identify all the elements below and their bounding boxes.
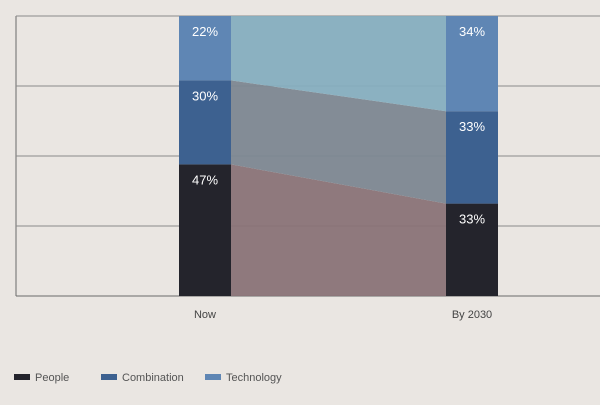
bars [179, 16, 498, 296]
value-label: 30% [192, 88, 218, 103]
legend-swatch-people [14, 374, 30, 380]
bar-segment-technology [179, 16, 231, 81]
legend: People Combination Technology [14, 372, 282, 384]
bar-segment-people [446, 203, 498, 296]
value-label: 34% [459, 24, 485, 39]
bar-segment-people [179, 164, 231, 296]
connector-band-technology [231, 16, 446, 112]
value-label: 33% [459, 119, 485, 134]
value-label: 22% [192, 24, 218, 39]
legend-label: Combination [122, 372, 184, 384]
legend-label: People [35, 372, 69, 384]
connector-band-combination [231, 80, 446, 204]
bar-segment-combination [446, 111, 498, 204]
connector-band-people [231, 164, 446, 296]
bar-segment-technology [446, 16, 498, 112]
value-label: 47% [192, 172, 218, 187]
legend-label: Technology [226, 372, 282, 384]
value-labels: 47% 30% 22% 33% 33% 34% [192, 24, 485, 227]
x-tick-label: Now [194, 309, 216, 321]
bar-segment-combination [179, 80, 231, 165]
legend-swatch-technology [205, 374, 221, 380]
connector-bands [231, 16, 446, 296]
legend-swatch-combination [101, 374, 117, 380]
value-label: 33% [459, 212, 485, 227]
x-tick-label: By 2030 [452, 309, 492, 321]
x-tick-labels: Now By 2030 [194, 309, 492, 321]
